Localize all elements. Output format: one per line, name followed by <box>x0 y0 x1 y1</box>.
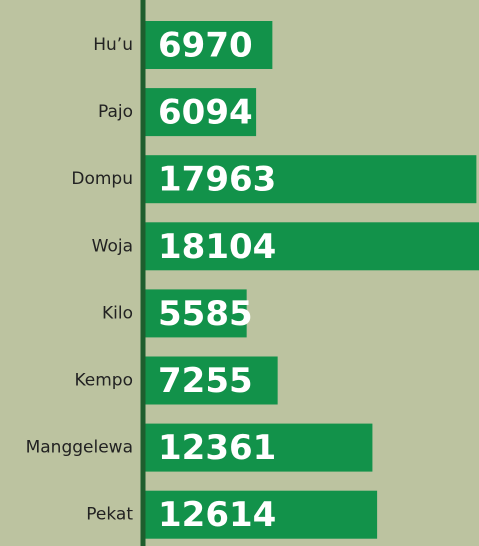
category-label: Kilo <box>102 303 133 323</box>
bar <box>143 88 257 137</box>
category-label: Pekat <box>86 505 133 525</box>
bar <box>143 155 477 204</box>
value-label: 7255 <box>158 361 253 401</box>
bar <box>143 222 479 271</box>
value-label: 12361 <box>158 428 276 468</box>
category-label: Manggelewa <box>26 438 133 458</box>
bar <box>143 289 247 338</box>
category-label: Dompu <box>71 169 133 189</box>
value-label: 6970 <box>158 26 253 66</box>
bar <box>143 356 278 405</box>
category-label: Pajo <box>98 102 133 122</box>
value-label: 6094 <box>158 93 253 133</box>
value-label: 18104 <box>158 227 276 267</box>
value-label: 5585 <box>158 294 253 334</box>
category-label: Kempo <box>74 371 133 391</box>
bar <box>143 490 378 539</box>
category-label: Woja <box>92 236 133 256</box>
category-label: Hu’u <box>93 35 133 55</box>
value-label: 12614 <box>158 495 276 535</box>
bar <box>143 423 373 472</box>
value-label: 17963 <box>158 160 276 200</box>
bar <box>143 21 273 69</box>
